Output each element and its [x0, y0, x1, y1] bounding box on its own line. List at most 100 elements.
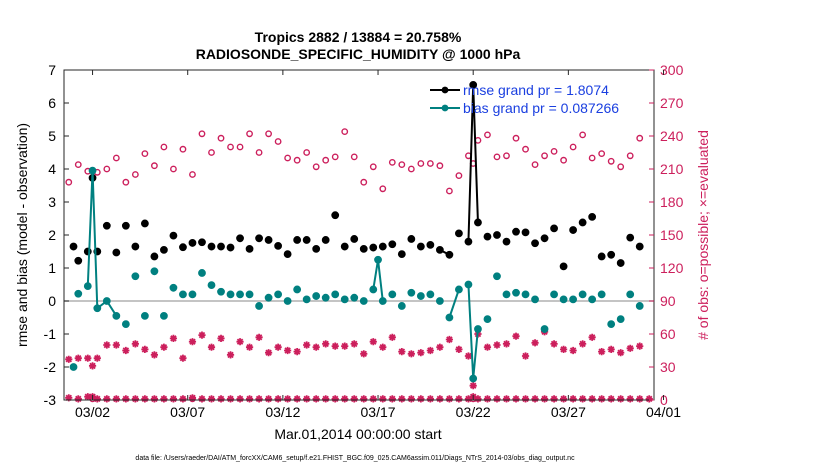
count-possible-marker [350, 153, 358, 161]
rmse-point [607, 250, 616, 259]
bias-point [635, 302, 644, 310]
bias-point [160, 311, 168, 320]
bias-point [131, 272, 140, 281]
rmse-point [150, 252, 159, 261]
count-possible-marker [531, 161, 539, 169]
count-evaluated-marker [588, 333, 596, 341]
rmse-point [388, 240, 397, 249]
bias-series-line [448, 289, 460, 318]
rmse-point [483, 232, 492, 241]
bias-point [283, 297, 292, 305]
rmse-point [302, 236, 311, 244]
count-evaluated-marker [236, 395, 244, 403]
bias-point [198, 269, 206, 277]
count-evaluated-marker [436, 343, 444, 351]
y2-tick-label: 150 [660, 227, 684, 243]
count-evaluated-marker [331, 395, 339, 403]
count-evaluated-marker [512, 395, 520, 403]
count-evaluated-marker [469, 382, 477, 390]
y2-tick-label: 90 [660, 293, 676, 309]
count-possible-marker [208, 149, 215, 156]
rmse-point [264, 236, 273, 244]
rmse-point [531, 239, 539, 248]
rmse-point [112, 248, 121, 257]
bias-point [455, 285, 463, 294]
count-possible-marker [303, 149, 311, 156]
count-evaluated-marker [103, 395, 111, 403]
count-evaluated-marker [636, 342, 644, 350]
count-evaluated-marker [236, 338, 244, 346]
bias-point [169, 283, 178, 292]
count-possible-marker [103, 165, 111, 173]
bias-point [188, 290, 197, 299]
rmse-point [69, 242, 78, 251]
bias-point [578, 290, 587, 299]
count-evaluated-marker [217, 395, 225, 403]
count-possible-marker [560, 156, 567, 164]
count-possible-marker [636, 134, 644, 142]
x-tick-label: 03/27 [551, 404, 586, 420]
count-evaluated-marker [426, 346, 434, 355]
count-evaluated-marker [550, 340, 558, 348]
legend-marker-rmse [441, 86, 449, 94]
rmse-point [283, 250, 292, 259]
bias-point [426, 290, 435, 299]
rmse-point [635, 242, 644, 251]
count-possible-marker [541, 152, 548, 160]
bias-point [474, 325, 482, 333]
series-group [69, 80, 644, 383]
rmse-point [469, 80, 478, 89]
bias-point [512, 288, 520, 297]
count-evaluated-marker [531, 395, 539, 403]
bias-point [150, 267, 159, 276]
bias-point [597, 290, 606, 299]
bias-point [531, 295, 539, 304]
count-evaluated-marker [65, 394, 73, 402]
count-evaluated-marker [559, 395, 568, 403]
count-evaluated-marker [626, 344, 634, 352]
count-evaluated-marker [521, 395, 530, 403]
count-possible-marker [179, 145, 187, 153]
bias-point [179, 290, 187, 299]
y-tick-label: 0 [48, 293, 56, 309]
rmse-point [464, 237, 473, 246]
rmse-point [578, 218, 587, 227]
rmse-point [550, 224, 558, 233]
data-file-footnote: data file: /Users/raeder/DAI/ATM_forcXX/… [135, 455, 575, 462]
count-possible-marker [446, 187, 453, 195]
y-tick-label: 2 [48, 227, 56, 243]
count-evaluated-marker [502, 340, 511, 348]
count-evaluated-marker [131, 340, 139, 348]
count-evaluated-marker [65, 355, 73, 363]
rmse-point [293, 236, 302, 244]
y-axis-label: rmse and bias (model - observation) [14, 123, 30, 347]
y2-tick-label: 30 [660, 359, 676, 375]
bias-point [483, 315, 492, 324]
count-evaluated-marker [550, 395, 558, 403]
count-evaluated-marker [388, 333, 396, 341]
rmse-point [474, 218, 482, 227]
count-evaluated-marker [407, 395, 415, 403]
rmse-point [378, 242, 387, 251]
bias-point [293, 285, 302, 294]
y-tick-label: 4 [48, 161, 56, 177]
count-evaluated-marker [150, 395, 159, 403]
count-evaluated-marker [93, 395, 101, 403]
count-possible-marker [151, 162, 158, 170]
bias-point [74, 289, 83, 298]
count-possible-marker [407, 165, 415, 173]
count-possible-marker [388, 158, 396, 166]
rmse-point [502, 237, 511, 246]
count-evaluated-marker [245, 395, 254, 403]
rmse-point [131, 242, 140, 251]
count-possible-marker [293, 156, 301, 164]
count-evaluated-marker [284, 346, 292, 355]
count-evaluated-marker [398, 348, 406, 356]
bias-point [569, 295, 578, 304]
count-possible-marker [160, 143, 168, 151]
count-evaluated-marker [284, 395, 292, 403]
count-evaluated-marker [588, 395, 596, 403]
count-evaluated-marker [74, 354, 82, 362]
y2-tick-label: 180 [660, 194, 684, 210]
y2-tick-label: 300 [660, 62, 684, 78]
